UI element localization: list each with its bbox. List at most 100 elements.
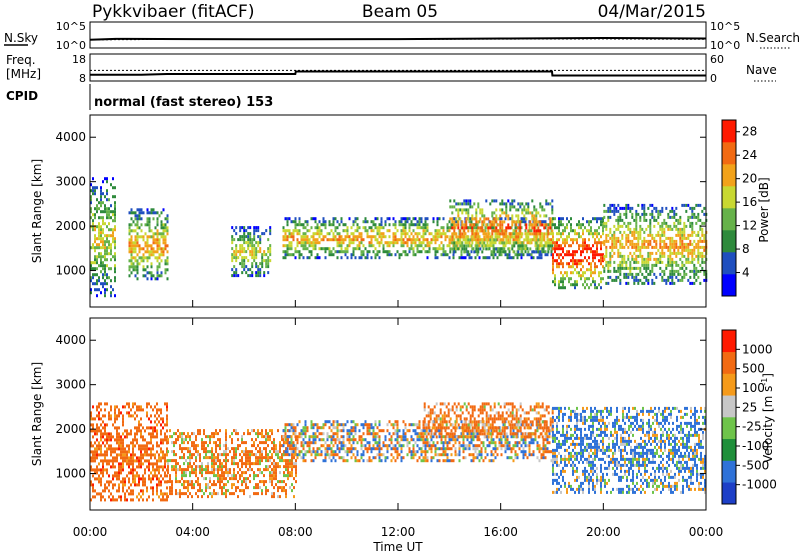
- power-echo-cell: [464, 241, 467, 245]
- power-echo-cell: [477, 232, 480, 236]
- velocity-echo-cell: [128, 477, 130, 481]
- power-echo-cell: [623, 230, 626, 234]
- velocity-echo-cell: [344, 444, 347, 448]
- power-echo-cell: [166, 229, 169, 233]
- velocity-echo-cell: [102, 465, 104, 469]
- velocity-echo-cell: [120, 495, 122, 499]
- power-echo-cell: [255, 274, 258, 278]
- power-echo-cell: [158, 247, 161, 251]
- velocity-echo-cell: [227, 471, 229, 475]
- velocity-echo-cell: [223, 453, 225, 457]
- power-echo-cell: [617, 227, 620, 231]
- power-echo-cell: [645, 269, 648, 273]
- power-echo-cell: [558, 244, 560, 248]
- power-echo-cell: [392, 241, 395, 245]
- velocity-echo-cell: [231, 477, 233, 481]
- power-echo-cell: [102, 246, 104, 250]
- power-echo-cell: [247, 247, 250, 251]
- velocity-echo-cell: [235, 432, 237, 436]
- power-echo-cell: [691, 251, 694, 255]
- velocity-echo-cell: [118, 495, 120, 499]
- velocity-echo-cell: [146, 459, 148, 463]
- power-echo-cell: [436, 256, 439, 260]
- velocity-echo-cell: [285, 483, 287, 487]
- power-echo-cell: [588, 223, 590, 227]
- power-echo-cell: [461, 235, 464, 239]
- velocity-echo-cell: [191, 483, 193, 487]
- velocity-echo-cell: [284, 426, 287, 430]
- power-echo-cell: [697, 215, 700, 219]
- power-echo-cell: [90, 198, 92, 202]
- power-echo-cell: [544, 220, 547, 224]
- velocity-echo-cell: [132, 444, 134, 448]
- power-echo-cell: [352, 253, 355, 257]
- power-echo-cell: [296, 241, 299, 245]
- velocity-echo-cell: [348, 450, 351, 454]
- power-echo-cell: [667, 227, 670, 231]
- velocity-echo-cell: [179, 480, 181, 484]
- power-echo-cell: [483, 235, 486, 239]
- power-echo-cell: [282, 250, 285, 254]
- power-echo-cell: [505, 232, 508, 236]
- power-echo-cell: [110, 210, 112, 214]
- power-echo-cell: [90, 207, 92, 211]
- power-echo-cell: [342, 223, 345, 227]
- velocity-echo-cell: [217, 459, 219, 463]
- power-echo-cell: [414, 241, 417, 245]
- power-echo-cell: [312, 244, 315, 248]
- power-echo-cell: [378, 256, 381, 260]
- power-echo-cell: [104, 288, 106, 292]
- power-echo-cell: [306, 241, 309, 245]
- power-echo-cell: [552, 217, 554, 221]
- power-echo-cell: [388, 244, 391, 248]
- power-echo-cell: [635, 260, 638, 264]
- power-echo-cell: [535, 250, 538, 254]
- velocity-echo-cell: [156, 432, 158, 436]
- velocity-echo-cell: [330, 423, 333, 427]
- power-echo-cell: [102, 180, 104, 184]
- power-echo-cell: [507, 238, 510, 242]
- velocity-echo-cell: [166, 474, 168, 478]
- power-echo-cell: [641, 227, 644, 231]
- velocity-echo-cell: [340, 423, 343, 427]
- velocity-echo-cell: [350, 420, 353, 424]
- power-echo-cell: [631, 257, 634, 261]
- velocity-echo-cell: [116, 417, 118, 421]
- velocity-echo-cell: [243, 441, 245, 445]
- velocity-echo-cell: [285, 453, 287, 457]
- velocity-echo-cell: [124, 429, 126, 433]
- power-echo-cell: [609, 203, 612, 207]
- power-echo-cell: [687, 260, 690, 264]
- velocity-echo-cell: [130, 462, 132, 466]
- power-echo-cell: [392, 238, 395, 242]
- velocity-echo-cell: [298, 453, 301, 457]
- velocity-echo-cell: [287, 453, 289, 457]
- power-echo-cell: [267, 262, 270, 266]
- power-echo-cell: [631, 239, 634, 243]
- power-echo-cell: [531, 214, 534, 218]
- power-echo-cell: [130, 223, 133, 227]
- power-echo-cell: [625, 203, 628, 207]
- power-echo-cell: [592, 259, 594, 263]
- velocity-echo-cell: [219, 483, 221, 487]
- power-echo-cell: [495, 208, 498, 212]
- velocity-echo-cell: [273, 450, 275, 454]
- velocity-echo-cell: [150, 435, 152, 439]
- power-echo-cell: [691, 224, 694, 228]
- velocity-echo-cell: [213, 462, 215, 466]
- power-echo-cell: [104, 210, 106, 214]
- power-echo-cell: [511, 220, 514, 224]
- velocity-echo-cell: [199, 456, 201, 460]
- power-echo-cell: [380, 238, 383, 242]
- power-echo-cell: [148, 235, 151, 239]
- velocity-echo-cell: [175, 480, 177, 484]
- velocity-echo-cell: [259, 480, 261, 484]
- power-echo-cell: [552, 256, 554, 260]
- power-echo-cell: [344, 223, 347, 227]
- power-echo-cell: [446, 229, 449, 233]
- power-echo-cell: [625, 233, 628, 237]
- power-echo-cell: [570, 277, 572, 281]
- power-echo-cell: [607, 266, 610, 270]
- power-echo-cell: [598, 226, 600, 230]
